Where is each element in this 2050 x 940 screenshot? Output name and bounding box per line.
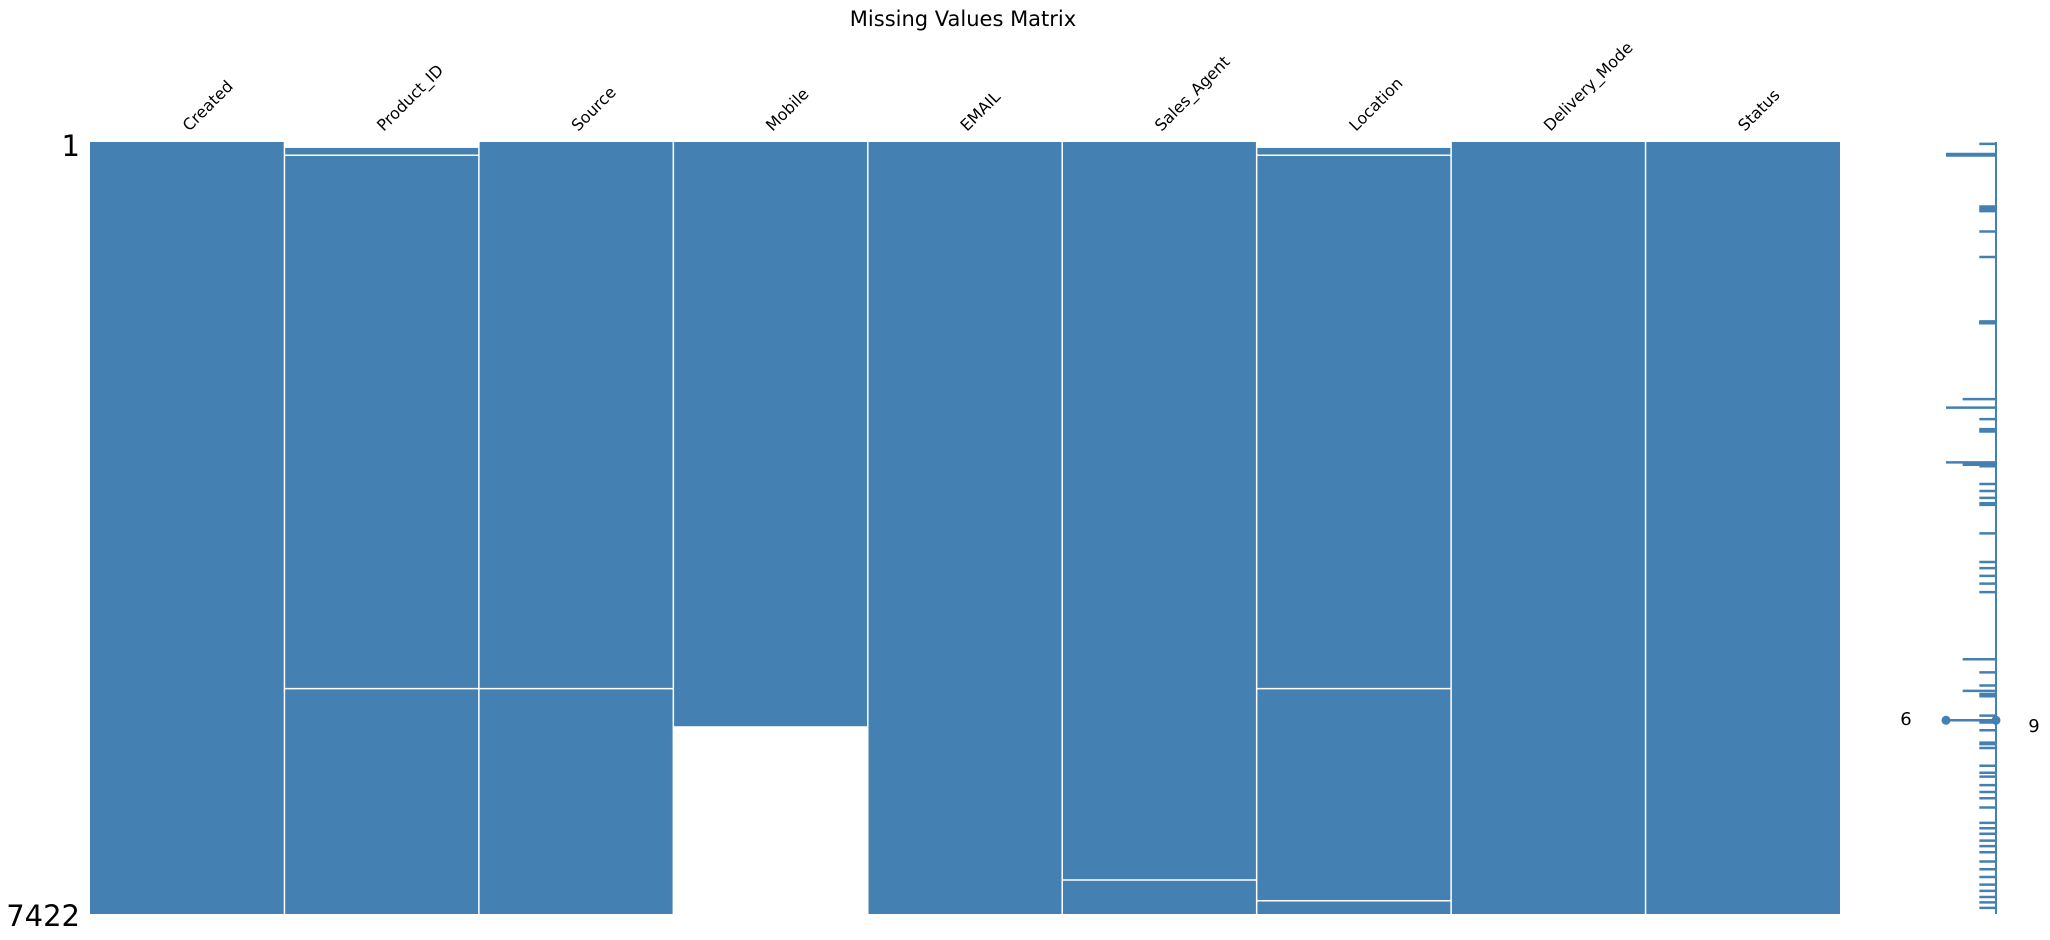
column-label-Delivery_Mode: Delivery_Mode [1540,38,1638,136]
row-label-first: 1 [62,129,80,163]
column-labels: Created Product_ID Source Mobile EMAIL Sales_… [179,38,1784,136]
column-label-Location: Location [1345,74,1406,135]
row-label-last: 7422 [6,899,80,933]
sparkline-max-marker [1991,715,2001,725]
column-present-Product_ID [284,142,479,914]
missing-block-Location-0 [1256,142,1452,148]
column-present-Location [1256,142,1452,914]
sparkline-min-marker [1941,715,1951,725]
column-label-Mobile: Mobile [762,84,813,135]
column-present-Delivery_Mode [1451,142,1646,914]
column-label-EMAIL: EMAIL [956,87,1004,135]
column-label-Status: Status [1734,85,1783,134]
column-label-Sales_Agent: Sales_Agent [1151,52,1234,135]
missing-block-Product_ID-0 [284,142,479,148]
sparkline-min-label: 6 [1900,709,1911,730]
column-present-EMAIL [867,142,1063,914]
column-present-Sales_Agent [1062,142,1257,914]
matrix-cells [90,142,1840,914]
chart-title: Missing Values Matrix [850,7,1076,31]
missing-block-Mobile-0 [673,726,868,914]
sparkline-max-label: 9 [2028,716,2039,737]
column-label-Created: Created [179,77,237,135]
completeness-sparkline [1941,142,2001,914]
column-label-Source: Source [568,83,620,135]
column-present-Source [478,142,674,914]
column-present-Status [1645,142,1840,914]
column-present-Created [90,142,285,914]
column-label-Product_ID: Product_ID [373,61,448,136]
